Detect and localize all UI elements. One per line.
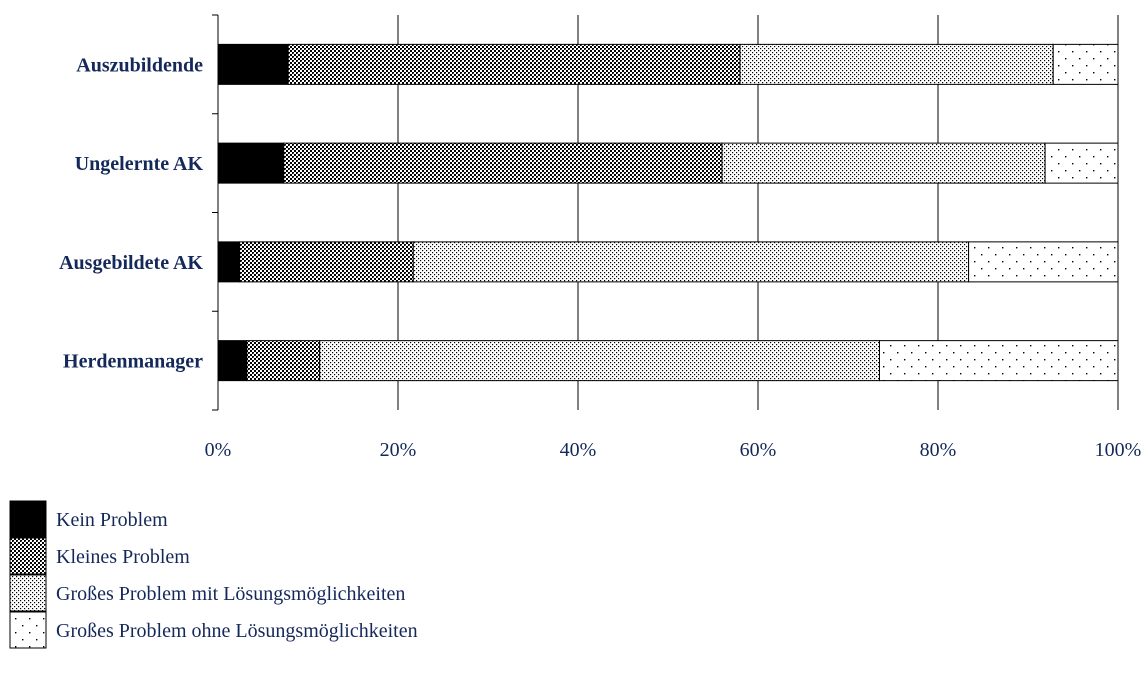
legend-swatch — [9, 611, 47, 649]
bar-segment — [287, 43, 741, 85]
axes — [212, 14, 219, 411]
bar-segment — [721, 142, 1046, 184]
legend: Kein Problem Kleines Problem Großes Proble… — [9, 500, 418, 649]
x-tick-label: 40% — [560, 439, 597, 461]
category-label: Ausgebildete AK — [59, 252, 203, 274]
legend-swatch — [9, 537, 47, 575]
x-tick-label: 80% — [920, 439, 957, 461]
legend-label: Kleines Problem — [56, 546, 190, 568]
legend-label: Kein Problem — [56, 509, 168, 531]
axis-labels: 0% 20% 40% 60% 80% 100% Auszubildende Ungelernt… — [59, 54, 1141, 461]
bar-segment — [217, 43, 289, 85]
bar-segment — [217, 142, 285, 184]
category-label: Ungelernte AK — [75, 153, 204, 175]
bar-segment — [246, 340, 321, 382]
bar-segment — [319, 340, 880, 382]
legend-label: Großes Problem mit Lösungsmöglichkeiten — [56, 583, 405, 605]
bar-segment — [739, 43, 1054, 85]
x-tick-label: 0% — [205, 439, 232, 461]
x-tick-label: 20% — [380, 439, 417, 461]
category-label: Herdenmanager — [63, 351, 203, 373]
x-tick-label: 100% — [1095, 439, 1142, 461]
legend-swatch — [9, 574, 47, 612]
legend-label: Großes Problem ohne Lösungsmöglichkeiten — [56, 620, 418, 642]
bar-segment — [217, 241, 241, 283]
bar-segment — [968, 241, 1119, 283]
bar-segment — [879, 340, 1119, 382]
bar-segment — [1044, 142, 1119, 184]
legend-swatch — [9, 500, 47, 538]
bar-segment — [239, 241, 414, 283]
x-tick-label: 60% — [740, 439, 777, 461]
bars — [217, 43, 1119, 382]
bar-segment — [412, 241, 970, 283]
bar-segment — [1052, 43, 1119, 85]
category-label: Auszubildende — [76, 54, 203, 76]
bar-segment — [217, 340, 248, 382]
bar-segment — [283, 142, 723, 184]
